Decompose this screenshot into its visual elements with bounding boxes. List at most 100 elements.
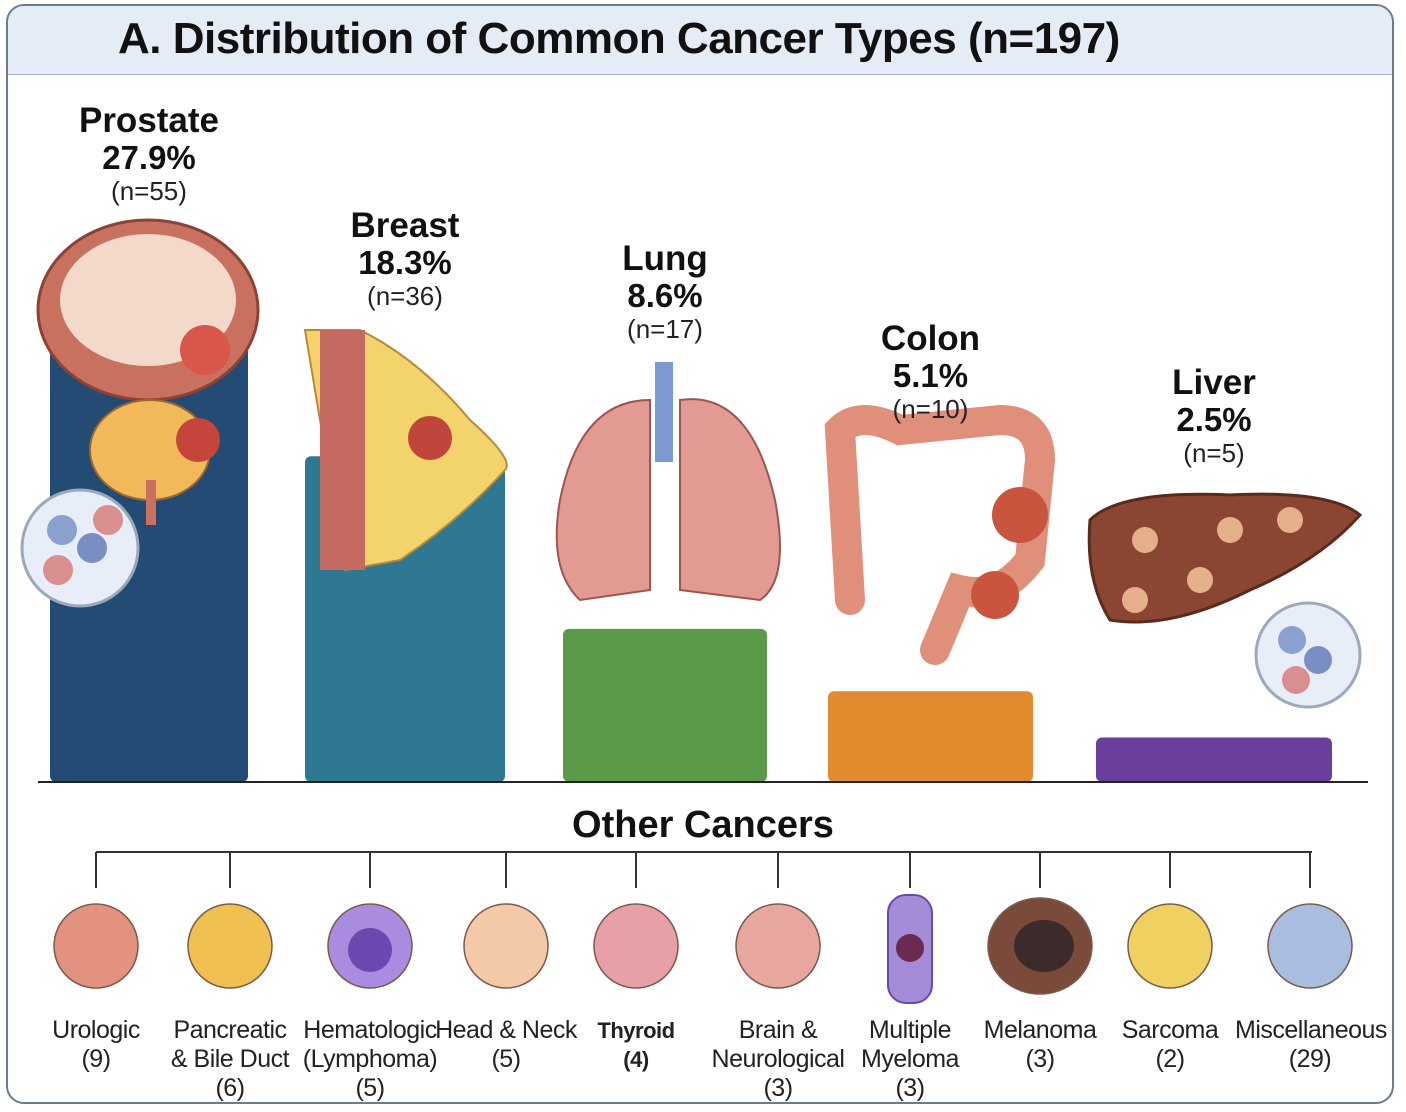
bar-lung <box>563 628 767 782</box>
other-cancer-item: Thyroid (4) <box>561 1016 711 1074</box>
other-cancer-name: Brain & Neurological <box>711 1016 845 1073</box>
other-cancer-item: Hematologic (Lymphoma) (5) <box>295 1016 445 1103</box>
tumor-nodule <box>1217 517 1243 543</box>
other-cancer-count: (4) <box>623 1047 649 1072</box>
cell <box>93 505 123 535</box>
cell <box>1278 626 1306 654</box>
percent-label: 18.3% <box>358 244 452 281</box>
bar-colon <box>828 691 1033 782</box>
cell <box>1282 666 1310 694</box>
tumor-nodule <box>1187 567 1213 593</box>
other-cancer-count: (29) <box>1288 1045 1332 1073</box>
other-cancer-count: (3) <box>895 1074 925 1102</box>
prostate-illustration <box>20 218 260 608</box>
category-label: Breast <box>350 206 460 245</box>
x-axis-baseline <box>38 781 1368 783</box>
liver-illustration <box>1087 492 1363 709</box>
sarcoma-icon <box>1127 903 1213 989</box>
icon-shape <box>735 903 821 989</box>
urethra <box>146 480 156 525</box>
other-cancer-name: Sarcoma <box>1121 1016 1219 1044</box>
other-cancer-count: (5) <box>355 1074 385 1102</box>
other-cancer-count: (3) <box>763 1074 793 1102</box>
other-cancer-name: Multiple Myeloma <box>861 1016 959 1073</box>
icon-shape <box>1127 903 1213 989</box>
count-label: (n=36) <box>367 281 443 311</box>
melanoma-icon <box>987 897 1093 995</box>
urologic-icon <box>53 903 139 989</box>
lesion <box>1014 920 1074 972</box>
lung-illustration <box>555 362 781 602</box>
other-cancers-title: Other Cancers <box>572 804 834 846</box>
chest-wall <box>320 330 365 570</box>
tumor-shape <box>992 487 1048 543</box>
category-label: Lung <box>622 239 708 278</box>
other-cancer-name: Hematologic (Lymphoma) <box>302 1016 438 1073</box>
colon-illustration <box>824 404 1056 665</box>
category-label: Prostate <box>78 101 220 140</box>
percent-label: 2.5% <box>1176 401 1252 438</box>
breast-illustration <box>303 329 508 572</box>
other-cancer-count: (2) <box>1155 1045 1185 1073</box>
brain-icon <box>735 903 821 989</box>
other-cancer-item: Miscellaneous (29) <box>1235 1016 1387 1074</box>
other-cancer-name: Melanoma <box>983 1016 1097 1044</box>
other-cancer-name: Thyroid <box>597 1018 675 1043</box>
other-cancer-item: Multiple Myeloma (3) <box>835 1016 985 1103</box>
nucleus <box>348 928 392 972</box>
pancreas-icon <box>187 903 273 989</box>
other-cancer-name: Miscellaneous <box>1235 1016 1387 1044</box>
cell <box>1304 646 1332 674</box>
tumor-shape <box>971 571 1019 619</box>
bar-label-breast: Breast 18.3% (n=36) <box>275 206 535 312</box>
other-cancer-name: Head & Neck <box>435 1016 577 1044</box>
other-cancer-item: Head & Neck (5) <box>431 1016 581 1074</box>
bar-liver <box>1096 737 1332 782</box>
other-cancer-count: (3) <box>1025 1045 1055 1073</box>
bar-label-prostate: Prostate 27.9% (n=55) <box>19 101 279 207</box>
icon-shape <box>463 903 549 989</box>
head-icon <box>463 903 549 989</box>
count-label: (n=5) <box>1183 438 1245 468</box>
icon-shape <box>1267 903 1353 989</box>
other-cancer-name: Urologic <box>52 1016 140 1044</box>
category-label: Colon <box>880 319 981 358</box>
nucleus <box>896 934 924 962</box>
cells-icon <box>1267 903 1353 989</box>
cell <box>43 555 73 585</box>
percent-label: 8.6% <box>627 277 703 314</box>
cell <box>47 515 77 545</box>
bar-label-liver: Liver 2.5% (n=5) <box>1084 363 1344 469</box>
icon-shape <box>53 903 139 989</box>
chart-title: A. Distribution of Common Cancer Types (… <box>118 14 1120 63</box>
category-label: Liver <box>1172 363 1256 402</box>
tumor-shape <box>408 416 452 460</box>
trachea <box>655 362 673 462</box>
tumor-shape <box>176 418 220 462</box>
tumor-nodule <box>1132 527 1158 553</box>
other-cancer-count: (6) <box>215 1074 245 1102</box>
percent-label: 27.9% <box>102 139 196 176</box>
other-cancer-count: (5) <box>491 1045 521 1073</box>
other-cancer-count: (9) <box>81 1045 111 1073</box>
other-cancer-item: Sarcoma (2) <box>1095 1016 1245 1074</box>
bar-label-lung: Lung 8.6% (n=17) <box>535 239 795 345</box>
icon-shape <box>593 903 679 989</box>
icon-shape <box>187 903 273 989</box>
lymphocyte-icon <box>327 903 413 989</box>
title-bar <box>8 6 1392 75</box>
cell <box>77 533 107 563</box>
other-cancer-name: Pancreatic & Bile Duct <box>170 1016 290 1073</box>
myeloma-cell-icon <box>887 894 933 1004</box>
other-cancer-item: Urologic (9) <box>21 1016 171 1074</box>
count-label: (n=10) <box>892 394 969 424</box>
tumor-shape <box>180 325 230 375</box>
percent-label: 5.1% <box>892 357 969 394</box>
count-label: (n=55) <box>111 176 187 206</box>
other-cancer-item: Brain & Neurological (3) <box>703 1016 853 1103</box>
other-cancer-item: Melanoma (3) <box>965 1016 1115 1074</box>
count-label: (n=17) <box>627 314 703 344</box>
tumor-nodule <box>1122 587 1148 613</box>
tumor-nodule <box>1277 507 1303 533</box>
